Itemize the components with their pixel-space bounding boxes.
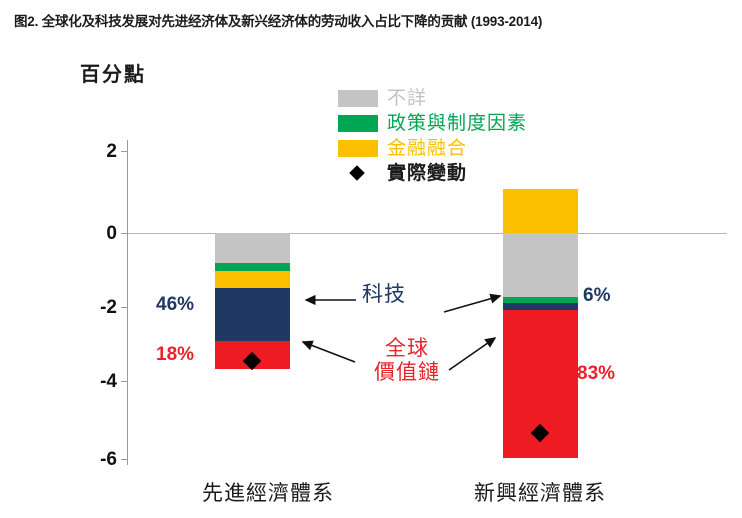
y-tick-label-minus2: -2: [100, 297, 117, 318]
bar-segment-policy-emerging: [503, 297, 578, 303]
legend-item-unexplained: 不詳: [338, 86, 598, 110]
data-label-emerging-technology: 6%: [583, 285, 611, 306]
y-tick-minus2: [121, 307, 128, 308]
category-label-advanced-economies: 先進經濟體系: [202, 482, 334, 505]
legend-swatch-yellow: [338, 139, 378, 157]
annotation-technology: 科技: [362, 283, 406, 306]
data-label-advanced-gvc: 18%: [156, 344, 195, 365]
legend-item-actual-change: 實際變動: [338, 161, 598, 185]
data-label-emerging-gvc: 83%: [577, 363, 616, 384]
legend-label-actual-change: 實際變動: [387, 162, 468, 184]
category-label-emerging-economies: 新興經濟體系: [474, 482, 606, 505]
chart-legend: 不詳 政策與制度因素 金融融合 實際變動: [338, 86, 598, 186]
legend-swatch-green: [338, 114, 378, 132]
legend-item-financial-integration: 金融融合: [338, 136, 598, 160]
y-tick-label-2: 2: [106, 141, 117, 162]
arrow-gvc-advanced: [301, 340, 356, 363]
y-tick-0: [121, 233, 128, 234]
legend-item-policy-institutions: 政策與制度因素: [338, 111, 598, 135]
figure-title: 图2. 全球化及科技发展对先进经济体及新兴经济体的劳动收入占比下降的贡献 (19…: [14, 14, 543, 29]
annotation-gvc-line2: 價值鏈: [374, 361, 440, 385]
data-label-advanced-technology: 46%: [156, 294, 195, 315]
y-tick-minus4: [121, 381, 128, 382]
bar-segment-unexplained-advanced: [215, 233, 290, 263]
annotation-gvc-line1: 全球: [385, 337, 429, 360]
legend-label-policy-institutions: 政策與制度因素: [387, 112, 528, 134]
arrow-gvc-emerging: [448, 337, 497, 371]
arrow-technology-advanced: [304, 294, 356, 306]
bar-segment-policy-advanced: [215, 263, 290, 271]
bar-emerging-economies-positive: [503, 189, 578, 233]
zero-baseline: [127, 233, 727, 234]
y-tick-label-0: 0: [106, 223, 117, 244]
annotation-global-value-chain: 全球 價值鏈: [352, 337, 462, 385]
y-tick-2: [121, 151, 128, 152]
legend-swatch-gray: [338, 89, 378, 107]
bar-segment-technology-advanced: [215, 288, 290, 341]
bar-segment-technology-emerging: [503, 303, 578, 310]
legend-label-unexplained: 不詳: [387, 87, 428, 109]
y-tick-minus6: [121, 459, 128, 460]
plot-area: 2 0 -2 -4 -6: [100, 140, 727, 469]
y-tick-label-minus6: -6: [100, 449, 117, 470]
bar-segment-unexplained-emerging: [503, 233, 578, 297]
arrow-technology-emerging: [443, 293, 502, 313]
y-axis-unit-label: 百分點: [80, 64, 146, 86]
y-axis-line: [127, 140, 128, 465]
bar-segment-financial-advanced: [215, 271, 290, 288]
bar-segment-financial-emerging: [503, 189, 578, 233]
y-tick-label-minus4: -4: [100, 371, 117, 392]
legend-label-financial-integration: 金融融合: [387, 137, 468, 159]
bar-advanced-economies: [215, 233, 290, 370]
